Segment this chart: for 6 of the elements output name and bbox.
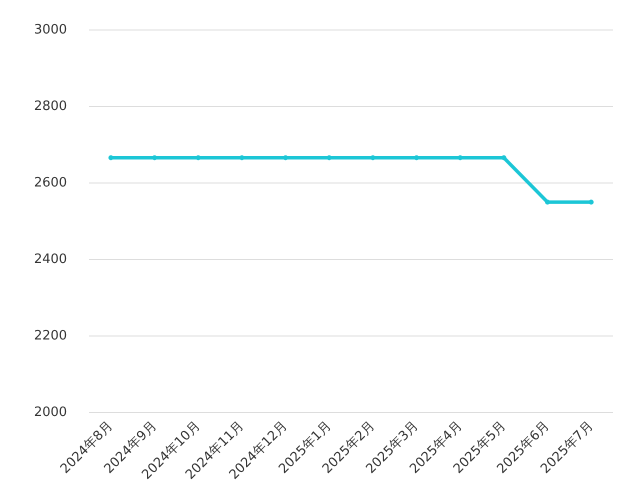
y-tick-label: 2400 xyxy=(34,252,68,267)
y-tick-label: 2800 xyxy=(34,98,68,114)
y-tick-label: 3000 xyxy=(34,22,68,38)
y-tick-label: 2200 xyxy=(34,328,68,344)
y-tick-label: 2000 xyxy=(34,404,68,420)
y-tick-label: 2600 xyxy=(34,175,68,190)
